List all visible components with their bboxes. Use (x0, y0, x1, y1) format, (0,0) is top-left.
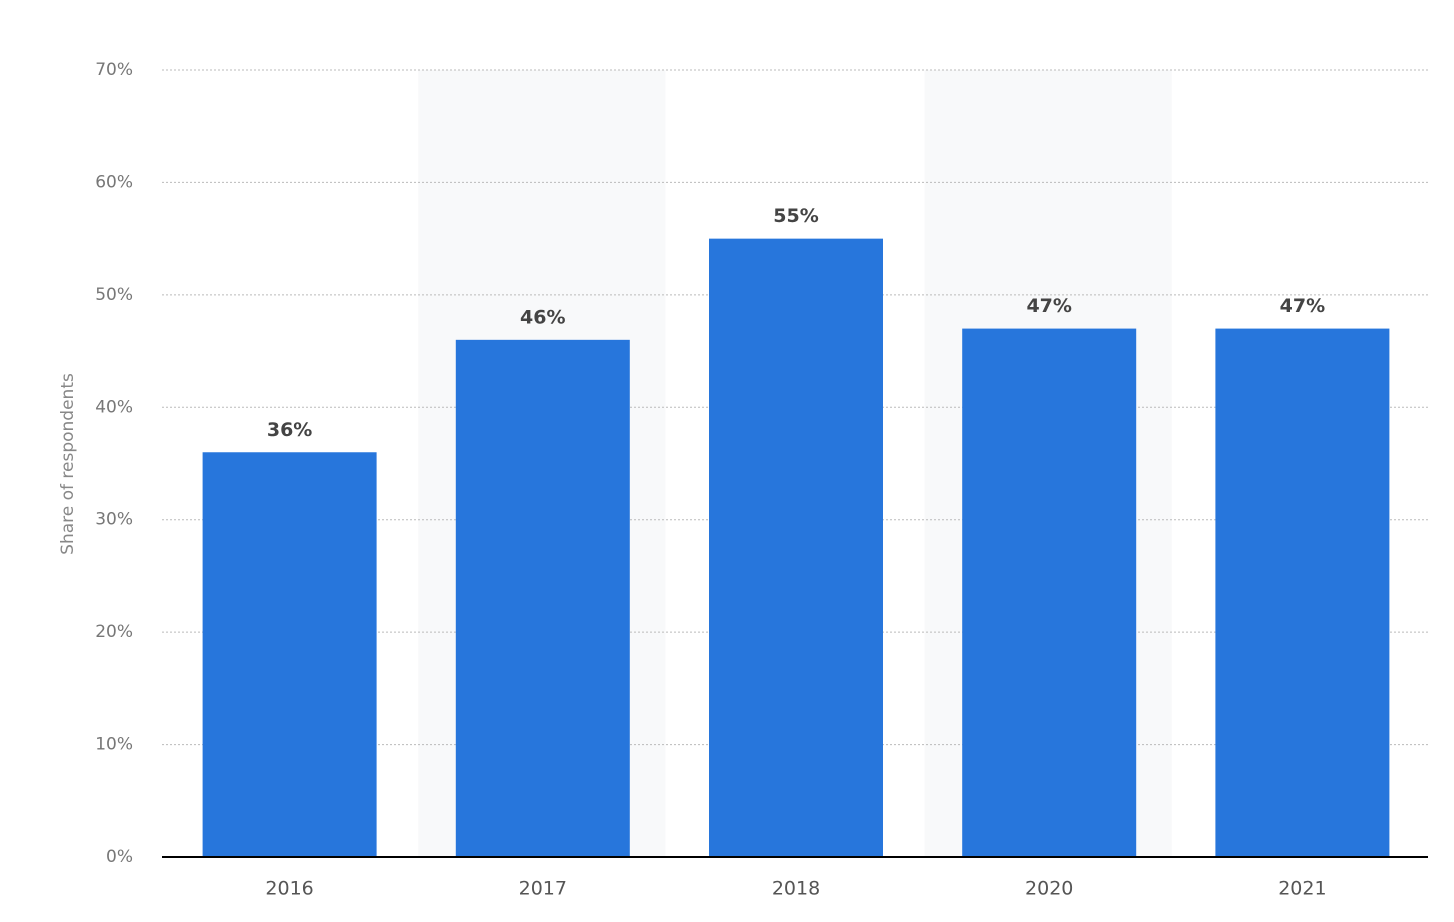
bar (962, 328, 1137, 858)
x-tick-label: 2020 (1025, 878, 1073, 900)
x-tick-label: 2017 (519, 878, 567, 900)
y-tick-label: 60% (95, 172, 133, 192)
y-tick-label: 10% (95, 735, 133, 755)
y-tick-label: 50% (95, 285, 133, 305)
y-tick-label: 70% (95, 60, 133, 80)
y-axis-title: Share of respondents (58, 373, 78, 555)
y-tick-label: 20% (95, 622, 133, 642)
x-tick-label: 2016 (265, 878, 313, 900)
y-tick-label: 40% (95, 397, 133, 417)
value-label: 47% (1026, 295, 1071, 317)
value-label: 36% (267, 419, 312, 441)
value-label: 46% (520, 306, 565, 328)
value-label: 47% (1280, 295, 1325, 317)
bar (1215, 328, 1390, 858)
bar (709, 238, 883, 858)
bar (455, 339, 630, 857)
y-tick-label: 30% (95, 510, 133, 530)
x-tick-label: 2018 (772, 878, 820, 900)
y-tick-label: 0% (106, 847, 133, 867)
x-tick-label: 2021 (1278, 878, 1326, 900)
value-label: 55% (773, 205, 818, 227)
bar (202, 452, 377, 857)
